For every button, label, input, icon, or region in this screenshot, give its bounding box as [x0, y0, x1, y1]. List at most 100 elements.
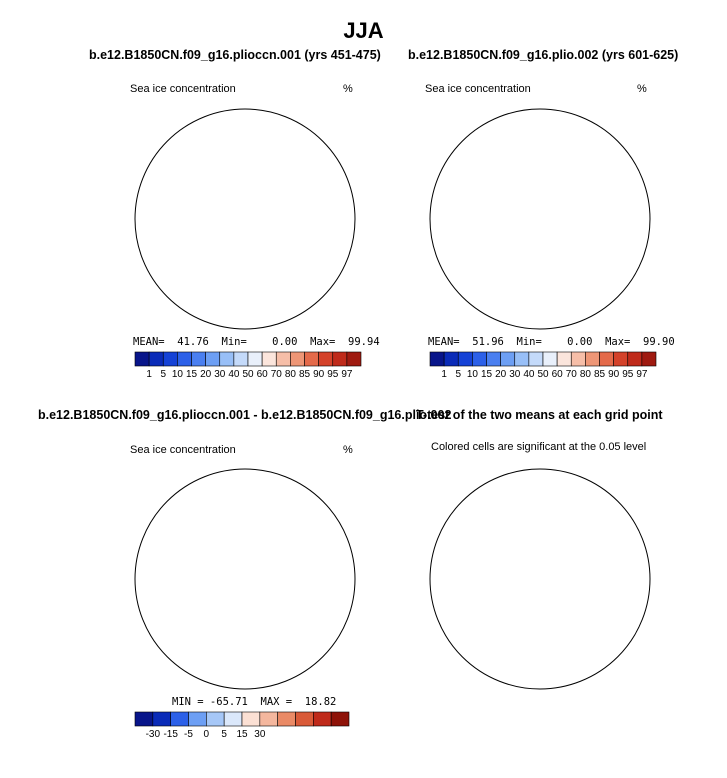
panel2-map	[429, 108, 651, 330]
panel1-units-label: %	[343, 83, 353, 95]
panel4-subtitle: Colored cells are significant at the 0.0…	[431, 441, 647, 453]
colorbar3-tick-label: 5	[221, 729, 227, 740]
colorbar2-swatch	[570, 351, 586, 367]
colorbar2-swatch	[443, 351, 459, 367]
colorbar1-swatch	[162, 351, 178, 367]
colorbar1-swatch	[318, 351, 334, 367]
colorbar2-swatch	[641, 351, 657, 367]
colorbar2-tick-label: 85	[594, 369, 606, 380]
panel3-units-label: %	[343, 444, 353, 456]
colorbar3-swatch	[188, 711, 207, 727]
panel3-stats: MIN = -65.71 MAX = 18.82	[172, 696, 337, 708]
panel3-title: b.e12.B1850CN.f09_g16.pliocc​n.001 - b.e…	[38, 408, 452, 422]
colorbar2-tick-label: 30	[509, 369, 521, 380]
colorbar1-swatch	[177, 351, 192, 367]
colorbar3-tick-label: 15	[236, 729, 248, 740]
colorbar3-tick-label: -5	[184, 729, 193, 740]
colorbar2-tick-label: 15	[481, 369, 493, 380]
colorbar1-swatch	[304, 351, 319, 367]
panel3-colorbar: -30 -15 -5 0 5 15 30	[134, 711, 350, 740]
panel4-title: T-test of the two means at each grid poi…	[416, 408, 663, 422]
panel1-colorbar: 1 5 10 15 20 30 40 50 60 70 80 85 90 95 97	[134, 351, 362, 380]
panel3-variable-label: Sea ice concentration	[130, 444, 236, 456]
colorbar2-swatch	[599, 351, 614, 367]
colorbar2-swatch	[429, 351, 445, 367]
colorbar3-swatch	[134, 711, 154, 727]
colorbar2-swatch	[627, 351, 643, 367]
colorbar2-tick-label: 5	[455, 369, 461, 380]
colorbar2-swatch	[542, 351, 558, 367]
colorbar2-swatch	[472, 351, 487, 367]
panel3-map	[134, 468, 356, 690]
colorbar2-swatch	[514, 351, 530, 367]
colorbar1-swatch	[346, 351, 362, 367]
panel1-variable-label: Sea ice concentration	[130, 83, 236, 95]
colorbar1-tick-label: 5	[160, 369, 166, 380]
colorbar1-tick-label: 1	[146, 369, 152, 380]
colorbar2-tick-label: 97	[636, 369, 648, 380]
colorbar1-tick-label: 85	[299, 369, 311, 380]
colorbar3-tick-label: 30	[254, 729, 266, 740]
colorbar2-tick-label: 70	[566, 369, 578, 380]
figure-title: JJA	[343, 18, 384, 43]
colorbar3-swatch	[259, 711, 278, 727]
panel1-map	[134, 108, 356, 330]
colorbar2-swatch	[457, 351, 473, 367]
colorbar1-swatch	[332, 351, 348, 367]
colorbar3-swatch	[206, 711, 225, 727]
colorbar3-tick-label: 0	[204, 729, 210, 740]
colorbar1-tick-label: 20	[200, 369, 212, 380]
panel2-units-label: %	[637, 83, 647, 95]
colorbar1-swatch	[290, 351, 305, 367]
colorbar2-swatch	[556, 351, 572, 367]
colorbar1-swatch	[233, 351, 249, 367]
colorbar1-swatch	[275, 351, 291, 367]
colorbar1-tick-label: 40	[228, 369, 240, 380]
colorbar3-tick-label: -30	[146, 729, 161, 740]
colorbar1-swatch	[205, 351, 221, 367]
panel2-colorbar: 1 5 10 15 20 30 40 50 60 70 80 85 90 95 97	[429, 351, 657, 380]
colorbar1-tick-label: 97	[341, 369, 353, 380]
panel2-title: b.e12.B1850CN.f09_g16.plio.002 (yrs 601-…	[408, 48, 679, 62]
colorbar1-tick-label: 80	[285, 369, 297, 380]
colorbar2-tick-label: 50	[537, 369, 549, 380]
colorbar1-swatch	[261, 351, 277, 367]
panel2-stats: MEAN= 51.96 Min= 0.00 Max= 99.90	[428, 336, 675, 348]
colorbar1-swatch	[219, 351, 235, 367]
colorbar2-tick-label: 60	[552, 369, 564, 380]
colorbar3-swatch	[313, 711, 332, 727]
panel2-variable-label: Sea ice concentration	[425, 83, 531, 95]
colorbar2-tick-label: 90	[608, 369, 620, 380]
colorbar2-tick-label: 80	[580, 369, 592, 380]
colorbar2-swatch	[500, 351, 516, 367]
colorbar2-tick-label: 20	[495, 369, 507, 380]
colorbar1-tick-label: 50	[242, 369, 254, 380]
colorbar3-swatch	[170, 711, 189, 727]
colorbar1-tick-label: 30	[214, 369, 226, 380]
colorbar2-tick-label: 40	[523, 369, 535, 380]
panel4-map	[429, 468, 651, 690]
colorbar2-tick-label: 10	[467, 369, 479, 380]
colorbar1-tick-label: 60	[257, 369, 269, 380]
colorbar2-tick-label: 95	[622, 369, 634, 380]
colorbar2-swatch	[528, 351, 544, 367]
colorbar1-tick-label: 10	[172, 369, 184, 380]
colorbar1-swatch	[191, 351, 206, 367]
colorbar3-swatch	[330, 711, 350, 727]
panel1-stats: MEAN= 41.76 Min= 0.00 Max= 99.94	[133, 336, 380, 348]
colorbar2-swatch	[486, 351, 501, 367]
colorbar2-tick-label: 1	[441, 369, 447, 380]
colorbar3-swatch	[152, 711, 171, 727]
colorbar1-swatch	[247, 351, 263, 367]
colorbar3-swatch	[223, 711, 243, 727]
colorbar1-swatch	[134, 351, 150, 367]
colorbar1-tick-label: 90	[313, 369, 325, 380]
colorbar1-tick-label: 15	[186, 369, 198, 380]
colorbar1-tick-label: 70	[271, 369, 283, 380]
colorbar2-swatch	[613, 351, 629, 367]
colorbar3-tick-label: -15	[163, 729, 178, 740]
colorbar1-swatch	[148, 351, 164, 367]
colorbar3-swatch	[277, 711, 296, 727]
colorbar1-tick-label: 95	[327, 369, 339, 380]
